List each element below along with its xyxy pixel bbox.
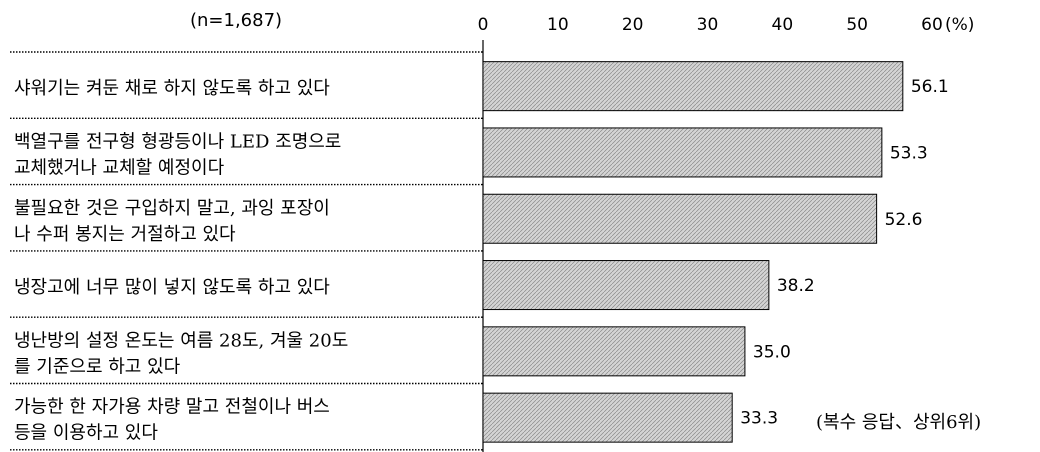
- bar: [482, 127, 883, 178]
- x-tick-label: 0: [478, 15, 489, 35]
- category-label: 샤워기는 켜둔 채로 하지 않도록 하고 있다: [14, 78, 330, 99]
- category-label: 냉난방의 설정 온도는 여름 28도, 겨울 20도: [14, 330, 348, 351]
- category-label: 가능한 한 자가용 차량 말고 전철이나 버스: [14, 397, 330, 418]
- bar-value-label: 52.6: [885, 210, 923, 230]
- x-tick-label: 50: [846, 15, 868, 35]
- category-label: 나 수퍼 봉지는 거절하고 있다: [14, 224, 236, 245]
- x-tick-label: 10: [547, 15, 569, 35]
- bar-value-label: 56.1: [911, 77, 949, 97]
- category-label: 등을 이용하고 있다: [14, 423, 158, 444]
- category-label: 교체했거나 교체할 예정이다: [14, 157, 225, 178]
- bar-value-label: 33.3: [740, 409, 778, 429]
- category-label: 백열구를 전구형 형광등이나 LED 조명으로: [14, 131, 341, 152]
- bar: [482, 392, 733, 443]
- x-tick-label: 60: [921, 15, 943, 35]
- category-label: 를 기준으로 하고 있다: [14, 356, 181, 377]
- category-label: 냉장고에 너무 많이 넣지 않도록 하고 있다: [14, 277, 330, 298]
- bar-value-label: 35.0: [753, 342, 791, 362]
- bar: [482, 260, 770, 311]
- unit-label: (%): [945, 15, 974, 35]
- sample-size-note: (n=1,687): [190, 10, 283, 31]
- x-tick-label: 40: [772, 15, 794, 35]
- x-tick-label: 20: [622, 15, 644, 35]
- bar: [482, 61, 904, 112]
- bar: [482, 326, 746, 377]
- category-label: 불필요한 것은 구입하지 말고, 과잉 포장이: [14, 198, 330, 219]
- bar-value-label: 53.3: [890, 143, 928, 163]
- bar-value-label: 38.2: [777, 276, 815, 296]
- footnote: (복수 응답、상위6위): [816, 412, 982, 433]
- x-tick-label: 30: [697, 15, 719, 35]
- bar: [482, 193, 878, 244]
